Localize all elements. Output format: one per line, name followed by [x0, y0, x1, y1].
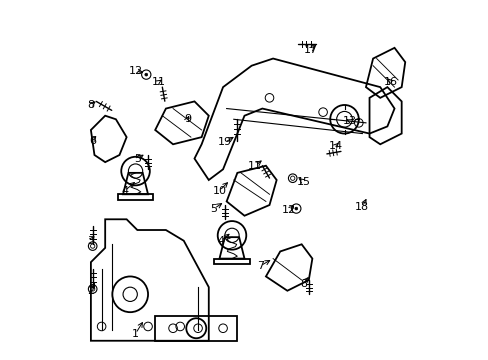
Text: 11: 11	[248, 161, 262, 171]
Text: 12: 12	[282, 205, 296, 215]
Text: 3: 3	[87, 236, 94, 246]
Text: 12: 12	[128, 66, 142, 76]
Text: 19: 19	[217, 138, 231, 148]
Text: 2: 2	[87, 286, 94, 296]
Text: 7: 7	[257, 261, 264, 271]
Bar	[118, 194, 153, 200]
Text: 4: 4	[217, 236, 224, 246]
Text: 8: 8	[299, 279, 306, 289]
Text: 8: 8	[87, 100, 94, 110]
Circle shape	[144, 73, 147, 76]
Text: 18: 18	[355, 202, 369, 212]
Text: 15: 15	[296, 177, 310, 187]
Text: 17: 17	[303, 45, 317, 55]
Text: 11: 11	[151, 77, 165, 87]
Text: 14: 14	[328, 141, 342, 151]
Text: 16: 16	[383, 77, 397, 87]
Circle shape	[294, 207, 297, 210]
Text: 6: 6	[89, 136, 96, 146]
Text: 9: 9	[183, 114, 190, 124]
Text: 4: 4	[121, 186, 128, 196]
Bar	[214, 258, 249, 264]
Text: 5: 5	[210, 203, 217, 213]
Text: 10: 10	[212, 186, 226, 196]
Text: 1: 1	[132, 329, 139, 339]
Text: 13: 13	[342, 116, 356, 126]
Text: 5: 5	[134, 154, 141, 163]
